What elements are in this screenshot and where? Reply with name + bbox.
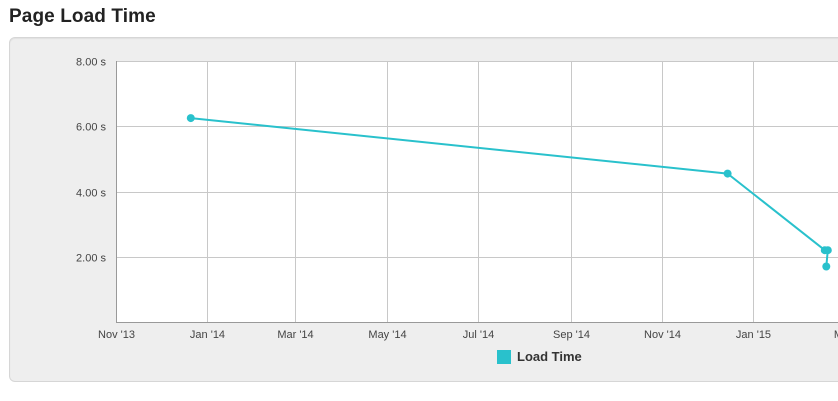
data-point[interactable]: [823, 246, 832, 255]
x-tick-label: Jan '15: [736, 329, 771, 341]
grid: [116, 61, 838, 322]
page-title: Page Load Time: [9, 6, 156, 27]
x-tick-label: May '14: [368, 329, 406, 341]
series: [186, 114, 832, 271]
x-tick-label: Sep '14: [553, 329, 590, 341]
x-tick-label: Nov '13: [98, 329, 135, 341]
x-tick-label: Ma: [834, 329, 838, 341]
y-tick-label: 8.00 s: [76, 57, 106, 69]
data-point[interactable]: [186, 114, 195, 123]
plot-area: [116, 61, 838, 322]
x-tick-label: Mar '14: [277, 329, 313, 341]
data-point[interactable]: [822, 262, 831, 271]
legend[interactable]: Load Time: [497, 349, 582, 364]
data-point[interactable]: [723, 169, 732, 178]
legend-label: Load Time: [517, 349, 582, 364]
y-tick-label: 4.00 s: [76, 188, 106, 200]
x-tick-label: Jan '14: [190, 329, 225, 341]
y-tick-label: 6.00 s: [76, 122, 106, 134]
x-tick-label: Jul '14: [463, 329, 494, 341]
y-tick-label: 2.00 s: [76, 253, 106, 265]
x-tick-label: Nov '14: [644, 329, 681, 341]
legend-swatch: [497, 349, 511, 364]
axes: 2.00 s 4.00 s 6.00 s 8.00 s Nov '13 Jan '14 Ma…: [76, 57, 838, 341]
